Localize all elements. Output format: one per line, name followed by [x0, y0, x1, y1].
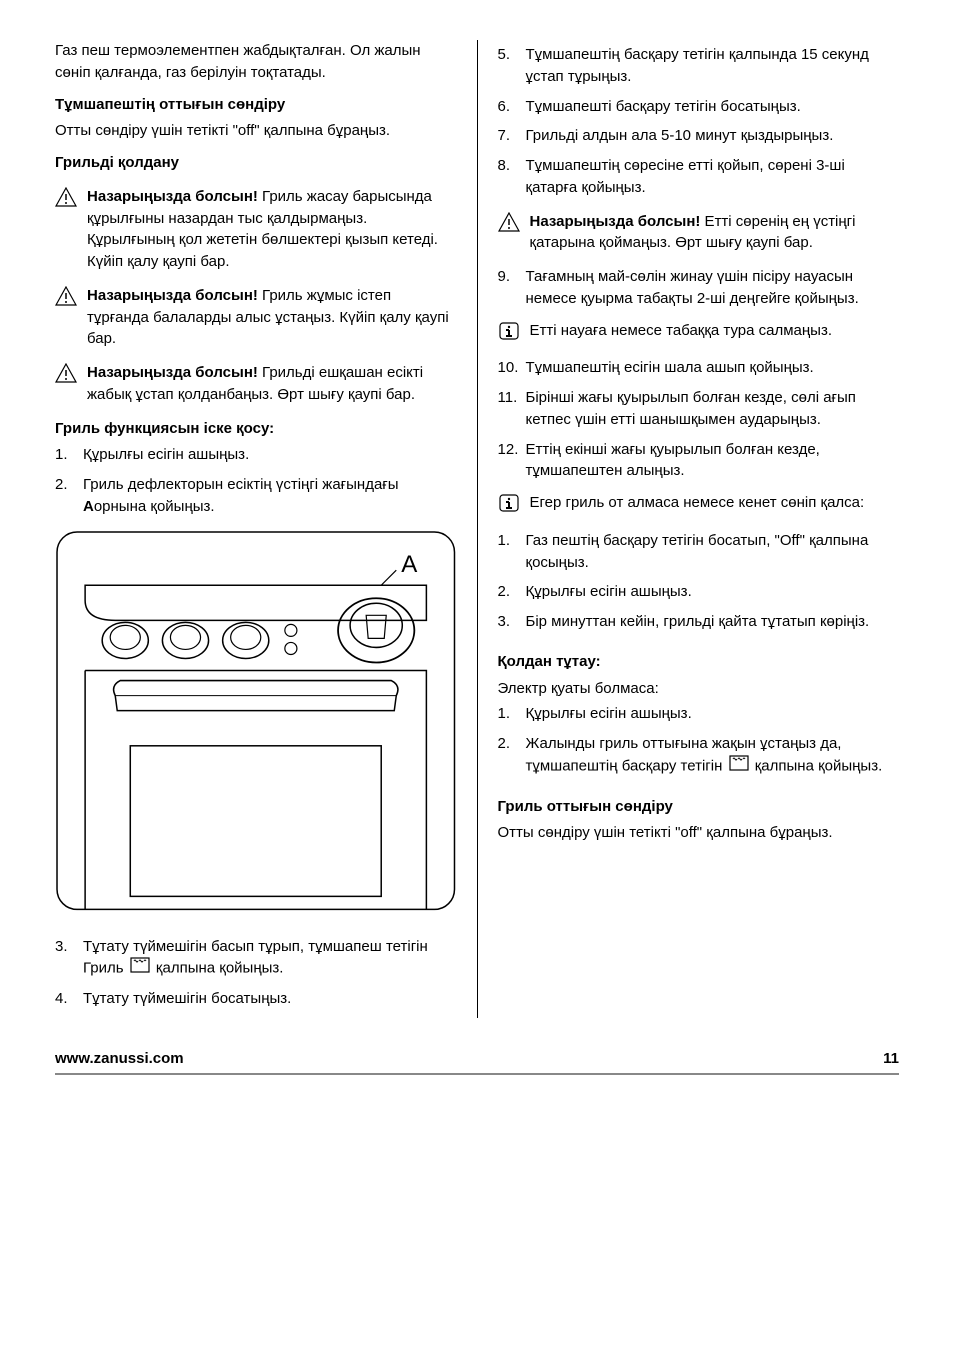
warning-4-bold: Назарыңызда болсын! — [530, 213, 701, 230]
info-1: Етті науаға немесе табаққа тура салмаңыз… — [498, 320, 900, 348]
svg-text:A: A — [401, 551, 418, 578]
warning-icon — [55, 186, 87, 214]
sub-step-1: Газ пештің басқару тетігін босатып, "Off… — [526, 530, 900, 574]
step-7: Грильді алдын ала 5-10 минут қыздырыңыз. — [526, 125, 900, 147]
grill-icon — [130, 957, 150, 980]
info-icon — [498, 320, 530, 348]
warning-icon — [498, 211, 530, 239]
manual-steps: Құрылғы есігін ашыңыз. Жалынды гриль отт… — [498, 703, 900, 777]
grill-step-9: Тағамның май-сөлін жинау үшін пісіру нау… — [498, 266, 900, 310]
warning-icon — [55, 285, 87, 313]
manual-ignition-title: Қолдан тұтау: — [498, 651, 900, 673]
grill-func-title: Гриль функциясын іске қосу: — [55, 418, 457, 440]
grill-icon — [729, 755, 749, 778]
warning-2-bold: Назарыңызда болсын! — [87, 287, 258, 304]
warning-4: Назарыңызда болсын! Етті сөренің ең үсті… — [498, 211, 900, 255]
step-2: Гриль дефлекторын есіктің үстіңгі жағынд… — [83, 474, 457, 518]
step-9: Тағамның май-сөлін жинау үшін пісіру нау… — [526, 266, 900, 310]
warning-2: Назарыңызда болсын! Гриль жұмыс істеп тұ… — [55, 285, 457, 350]
grill-steps-5-8: Тұмшапештің басқару тетігін қалпында 15 … — [498, 44, 900, 199]
sub-steps-1-3: Газ пештің басқару тетігін босатып, "Off… — [498, 530, 900, 633]
grill-steps-3-4: Тұтату түймешігін басып тұрып, тұмшапеш … — [55, 936, 457, 1010]
grill-off-text: Отты сөндіру үшін тетікті "off" қалпына … — [498, 822, 900, 844]
step-12: Еттің екінші жағы қуырылып болған кезде,… — [526, 439, 900, 483]
warning-3-bold: Назарыңызда болсын! — [87, 364, 258, 381]
step-11: Бірінші жағы қуырылып болған кезде, сөлі… — [526, 387, 900, 431]
turn-off-burner-title: Тұмшапештің оттығын сөндіру — [55, 94, 457, 116]
step-4: Тұтату түймешігін босатыңыз. — [83, 988, 457, 1010]
footer-url: www.zanussi.com — [55, 1048, 184, 1070]
info-2-text: Егер гриль от алмаса немесе кенет сөніп … — [530, 492, 900, 514]
warning-1: Назарыңызда болсын! Гриль жасау барысынд… — [55, 186, 457, 273]
step-8: Тұмшапештің сөресіне етті қойып, сөрені … — [526, 155, 900, 199]
grill-off-title: Гриль оттығын сөндіру — [498, 796, 900, 818]
step-3: Тұтату түймешігін басып тұрып, тұмшапеш … — [83, 936, 457, 981]
intro-paragraph: Газ пеш термоэлементпен жабдықталған. Ол… — [55, 40, 457, 84]
grill-use-title: Грильді қолдану — [55, 152, 457, 174]
manual-subtitle: Электр қуаты болмаса: — [498, 678, 900, 700]
grill-steps-1-2: Құрылғы есігін ашыңыз. Гриль дефлекторын… — [55, 444, 457, 517]
step-5: Тұмшапештің басқару тетігін қалпында 15 … — [526, 44, 900, 88]
info-icon — [498, 492, 530, 520]
turn-off-burner-text: Отты сөндіру үшін тетікті "off" қалпына … — [55, 120, 457, 142]
step-1: Құрылғы есігін ашыңыз. — [83, 444, 457, 466]
sub-step-2: Құрылғы есігін ашыңыз. — [526, 581, 900, 603]
grill-steps-10-12: Тұмшапештің есігін шала ашып қойыңыз. Бі… — [498, 357, 900, 482]
warning-icon — [55, 362, 87, 390]
oven-diagram: A — [55, 530, 457, 918]
warning-3: Назарыңызда болсын! Грильді ешқашан есік… — [55, 362, 457, 406]
info-2: Егер гриль от алмаса немесе кенет сөніп … — [498, 492, 900, 520]
manual-step-1: Құрылғы есігін ашыңыз. — [526, 703, 900, 725]
warning-1-bold: Назарыңызда болсын! — [87, 188, 258, 205]
info-1-text: Етті науаға немесе табаққа тура салмаңыз… — [530, 320, 900, 342]
step-10: Тұмшапештің есігін шала ашып қойыңыз. — [526, 357, 900, 379]
footer-page-number: 11 — [883, 1048, 899, 1070]
step-6: Тұмшапешті басқару тетігін босатыңыз. — [526, 96, 900, 118]
page-footer: www.zanussi.com 11 — [55, 1048, 899, 1075]
sub-step-3: Бір минуттан кейін, грильді қайта тұтаты… — [526, 611, 900, 633]
manual-step-2: Жалынды гриль оттығына жақын ұстаңыз да,… — [526, 733, 900, 778]
